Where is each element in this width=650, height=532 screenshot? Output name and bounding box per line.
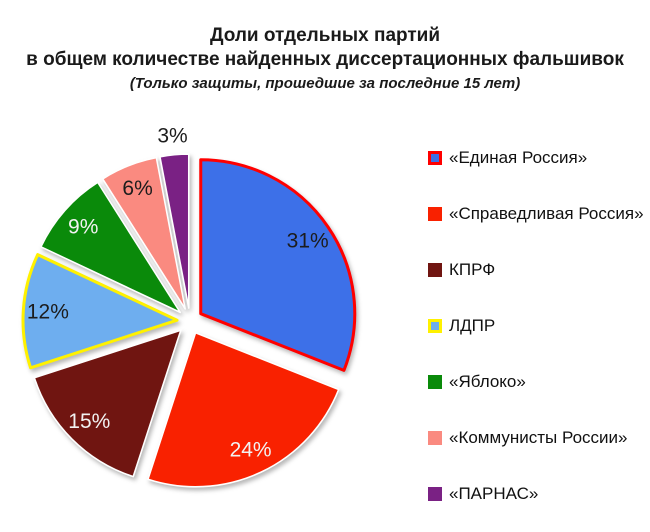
pie-label-ldpr: 12% bbox=[27, 301, 69, 324]
legend-label-kommunisty-rossii: «Коммунисты России» bbox=[449, 428, 628, 447]
legend-label-yabloko: «Яблоко» bbox=[449, 372, 526, 391]
legend-label-parnas: «ПАРНАС» bbox=[449, 484, 539, 503]
legend-swatch-parnas bbox=[428, 487, 442, 501]
pie-slice-yabloko bbox=[40, 181, 182, 314]
pie-slice-ldpr bbox=[21, 253, 179, 370]
pie-slice-parnas bbox=[159, 153, 190, 309]
pie-slice-spravedlivaya-rossiya bbox=[147, 331, 340, 488]
legend: «Единая Россия» «Справедливая Россия» КПРФ… bbox=[428, 148, 644, 503]
chart-title-line2: в общем количестве найденных диссертацио… bbox=[26, 49, 624, 70]
legend-label-edinaya-rossiya: «Единая Россия» bbox=[449, 148, 588, 167]
legend-item-edinaya-rossiya: «Единая Россия» bbox=[428, 148, 644, 167]
legend-swatch-yabloko bbox=[428, 375, 442, 389]
pie-slice-kommunisty-rossii bbox=[101, 156, 187, 310]
pie-label-edinaya-rossiya: 31% bbox=[287, 230, 329, 253]
chart-title-line1: Доли отдельных партий bbox=[209, 25, 441, 46]
legend-item-ldpr: ЛДПР bbox=[428, 316, 644, 335]
legend-swatch-kommunisty-rossii bbox=[428, 431, 442, 445]
pie-slice-edinaya-rossiya bbox=[199, 158, 357, 372]
legend-item-spravedlivaya-rossiya: «Справедливая Россия» bbox=[428, 204, 644, 223]
pie-label-yabloko: 9% bbox=[68, 215, 98, 238]
pie-slice-kprf bbox=[33, 329, 182, 478]
legend-label-kprf: КПРФ bbox=[449, 260, 496, 279]
legend-item-kommunisty-rossii: «Коммунисты России» bbox=[428, 428, 644, 447]
legend-item-parnas: «ПАРНАС» bbox=[428, 484, 644, 503]
chart-title-block: Доли отдельных партий в общем количестве… bbox=[0, 24, 650, 94]
legend-swatch-edinaya-rossiya bbox=[428, 151, 442, 165]
legend-swatch-kprf bbox=[428, 263, 442, 277]
pie-label-kprf: 15% bbox=[68, 410, 110, 433]
legend-swatch-ldpr bbox=[428, 319, 442, 333]
chart-subtitle: (Только защиты, прошедшие за последние 1… bbox=[129, 75, 521, 92]
legend-label-ldpr: ЛДПР bbox=[449, 316, 496, 335]
pie-label-spravedlivaya-rossiya: 24% bbox=[230, 438, 272, 461]
legend-swatch-spravedlivaya-rossiya bbox=[428, 207, 442, 221]
legend-item-yabloko: «Яблоко» bbox=[428, 372, 644, 391]
legend-item-kprf: КПРФ bbox=[428, 260, 644, 279]
pie-label-kommunisty-rossii: 6% bbox=[122, 177, 152, 200]
legend-label-spravedlivaya-rossiya: «Справедливая Россия» bbox=[449, 204, 644, 223]
pie-label-parnas: 3% bbox=[157, 124, 187, 147]
